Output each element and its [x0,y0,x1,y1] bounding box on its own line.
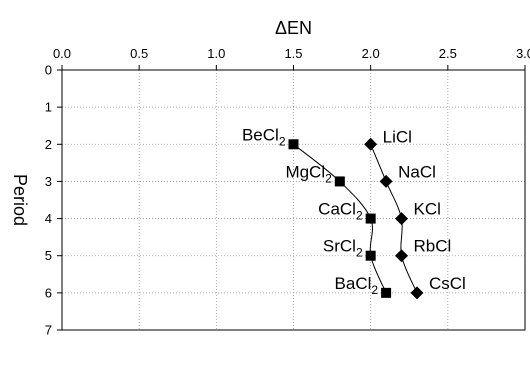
x-axis-title: ΔEN [275,18,312,38]
diamond-marker [395,212,409,226]
point-label: CaCl2 [318,200,363,223]
point-label: MgCl2 [285,162,332,185]
axes: 0.0 0.5 1.0 1.5 2.0 2.5 3.0 0 1 2 3 4 5 6 7 [45,46,530,338]
x-tick-label: 0.0 [53,46,71,61]
diamond-marker [395,249,409,263]
y-axis-title: Period [10,174,30,226]
square-marker [334,176,345,187]
point-label: SrCl2 [323,237,363,260]
square-marker [381,287,392,298]
point-label: BeCl2 [242,125,286,148]
y-tick-label: 7 [45,323,52,338]
y-tick-label: 2 [45,137,52,152]
diamond-marker [379,174,393,188]
y-tick-label: 5 [45,248,52,263]
point-label: CsCl [429,274,466,293]
x-tick-label: 1.5 [284,46,302,61]
square-marker [288,139,299,150]
point-label: LiCl [383,127,412,146]
square-marker [365,250,376,261]
square-marker [365,213,376,224]
y-tick-label: 6 [45,285,52,300]
diamond-marker [364,137,378,151]
data-points [288,137,424,300]
x-tick-label: 2.0 [362,46,380,61]
x-tick-label: 2.5 [439,46,457,61]
y-tick-label: 0 [45,63,52,78]
point-labels: BeCl2 MgCl2 CaCl2 SrCl2 BaCl2 LiCl NaCl KCl RbCl… [242,125,466,297]
point-label: KCl [414,200,441,219]
diamond-marker [410,286,424,300]
point-label: BaCl2 [335,274,379,297]
y-tick-label: 3 [45,174,52,189]
y-tick-label: 1 [45,100,52,115]
x-tick-label: 3.0 [516,46,530,61]
y-tick-label: 4 [45,211,52,226]
point-label: NaCl [398,162,436,181]
x-tick-label: 0.5 [130,46,148,61]
point-label: RbCl [414,237,452,256]
x-tick-label: 1.0 [207,46,225,61]
